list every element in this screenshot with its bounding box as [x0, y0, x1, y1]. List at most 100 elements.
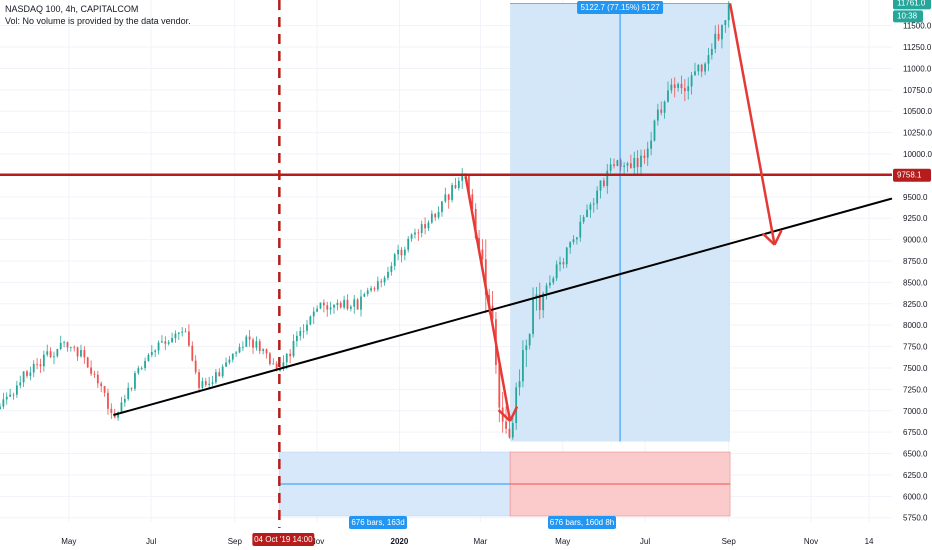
candle-body: [380, 281, 383, 283]
candle-body: [161, 341, 163, 343]
candle-body: [441, 201, 443, 212]
candle-body: [63, 342, 65, 344]
candle-body: [346, 299, 349, 309]
volume-note: Vol: No volume is provided by the data v…: [5, 16, 191, 26]
symbol-title[interactable]: NASDAQ 100, 4h, CAPITALCOM: [5, 4, 139, 14]
time-axis[interactable]: May Jul Sep Nov 2020 Mar May Jul Sep Nov 14: [61, 537, 874, 546]
candle-body: [663, 101, 666, 113]
candle-body: [130, 387, 133, 389]
candle-body: [5, 396, 8, 400]
y-tick-label: 6500.0: [903, 450, 928, 459]
level-badge-bg: [893, 168, 931, 182]
date-marker-badge: 04 Oct '19 14:00: [252, 533, 315, 546]
candle-body: [134, 373, 136, 389]
candle-body: [522, 350, 524, 382]
candle-body: [387, 271, 389, 278]
red-arrow-head: [773, 229, 783, 246]
candle-body: [208, 383, 211, 385]
candle-body: [80, 350, 82, 357]
candle-body: [400, 249, 403, 256]
candle-body: [312, 311, 315, 317]
y-tick-label: 8500.0: [903, 278, 928, 287]
y-tick-label: 8250.0: [903, 300, 928, 309]
y-tick-label: 9500.0: [903, 193, 928, 202]
candle-body: [333, 304, 335, 308]
candle-body: [633, 157, 636, 168]
candle-body: [569, 242, 572, 248]
candle-body: [127, 387, 130, 399]
price-axis[interactable]: 5750.0 6000.0 6250.0 6500.0 6750.0 7000.0 7250…: [903, 22, 932, 523]
y-tick-label: 6750.0: [903, 428, 928, 437]
candle-body: [120, 402, 123, 412]
drawing-tools[interactable]: [0, 0, 893, 528]
y-tick-label: 9000.0: [903, 236, 928, 245]
candle-body: [204, 381, 207, 385]
candle-body: [309, 316, 312, 325]
candle-body: [282, 362, 285, 369]
candle-body: [704, 63, 706, 72]
candle-body: [272, 363, 275, 365]
candle-body: [545, 285, 548, 294]
candle-body: [444, 194, 447, 202]
candle-body: [9, 394, 12, 397]
candle-body: [656, 109, 659, 121]
y-tick-label: 8000.0: [903, 321, 928, 330]
candle-body: [383, 277, 386, 283]
candle-body: [221, 366, 224, 377]
candle-body: [231, 353, 234, 360]
candle-body: [39, 364, 42, 367]
candle-body: [552, 278, 555, 283]
candle-body: [245, 336, 248, 347]
candle-body: [626, 163, 629, 166]
red-arrow-2: [728, 3, 776, 245]
candle-body: [606, 170, 609, 187]
candle-body: [650, 140, 653, 149]
candle-body: [417, 232, 420, 234]
red-arrow-head: [497, 409, 511, 422]
candle-body: [643, 155, 646, 158]
candle-body: [302, 330, 305, 332]
candle-body: [687, 86, 690, 92]
y-tick-label: 6250.0: [903, 471, 928, 480]
candle-body: [376, 281, 379, 290]
bar-label-right: 676 bars, 160d 8h: [548, 516, 616, 529]
bar-label-left: 676 bars, 163d: [349, 516, 407, 529]
candle-body: [292, 340, 295, 357]
candle-body: [505, 421, 507, 429]
candle-body: [12, 394, 15, 396]
measure-label-bg: [577, 1, 664, 14]
candle-body: [616, 160, 619, 166]
date-marker-badge-text: 04 Oct '19 14:00: [254, 535, 313, 544]
x-tick-label: Nov: [804, 537, 818, 546]
candle-body: [110, 408, 113, 413]
candle-body: [100, 383, 103, 387]
y-tick-label: 11500.0: [903, 22, 932, 31]
candle-body: [15, 385, 18, 395]
candle-body: [177, 332, 180, 334]
y-tick-label: 7000.0: [903, 407, 928, 416]
date-marker-badge-bg: [252, 533, 315, 546]
candle-body: [410, 234, 413, 239]
candle-body: [66, 342, 69, 348]
candle-body: [211, 382, 214, 384]
candle-body: [424, 224, 426, 229]
candle-body: [599, 180, 602, 191]
candle-body: [710, 48, 713, 56]
candle-body: [198, 372, 200, 388]
candle-body: [42, 354, 45, 367]
candle-body: [96, 374, 99, 384]
chart-grid: [0, 0, 892, 522]
candle-body: [83, 350, 86, 358]
candle-body: [356, 299, 359, 310]
candle-body: [319, 302, 322, 309]
candle-body: [434, 213, 437, 218]
candle-body: [69, 346, 72, 348]
candle-body: [707, 55, 710, 64]
candle-body: [0, 406, 1, 410]
candle-body: [103, 386, 106, 393]
candle-body: [562, 262, 565, 265]
candle-body: [575, 237, 578, 240]
candle-body: [538, 294, 541, 311]
candle-body: [727, 4, 730, 21]
